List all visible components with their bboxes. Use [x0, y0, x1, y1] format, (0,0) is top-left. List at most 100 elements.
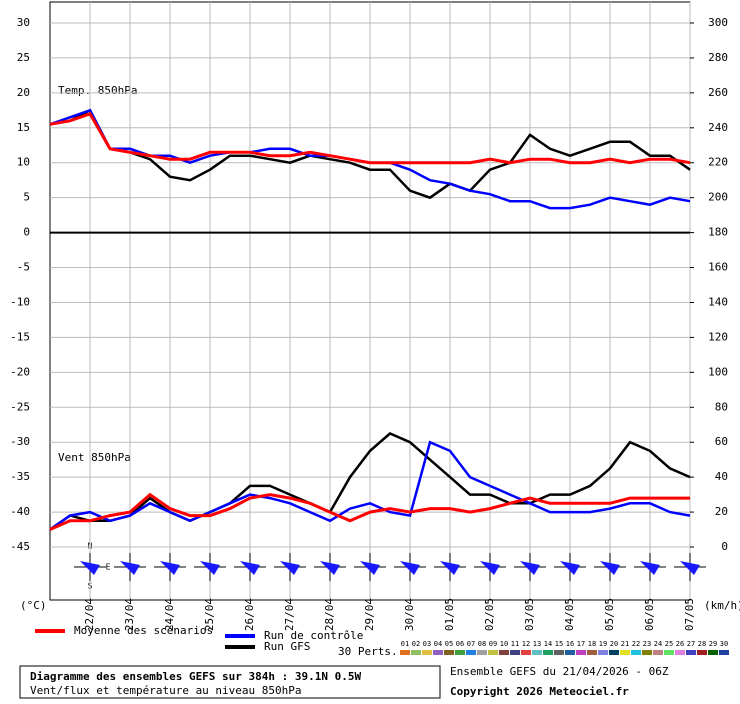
y-tick-label: 5: [23, 191, 30, 204]
y-tick-label: 30: [17, 16, 30, 29]
wind-icon: [160, 561, 180, 575]
wind-icon: [440, 561, 460, 575]
perturbation-label: 01: [401, 640, 409, 648]
y2-tick-label: 100: [708, 365, 728, 378]
wind-icon: [680, 561, 700, 575]
perturbation-label: 19: [599, 640, 607, 648]
perturbation-swatch: [455, 650, 465, 655]
perturbation-swatch: [466, 650, 476, 655]
perturbation-swatch: [543, 650, 553, 655]
wind-icon: [600, 561, 620, 575]
x-tick-label: 05/05: [603, 598, 616, 631]
series-line: [49, 492, 690, 531]
wind-icon: [280, 561, 300, 575]
perturbation-swatch: [631, 650, 641, 655]
compass-label: E: [106, 563, 111, 572]
y2-tick-label: 20: [715, 505, 728, 518]
perturbation-swatch: [664, 650, 674, 655]
legend-label: Run de contrôle: [264, 629, 363, 642]
y-tick-label: 25: [17, 51, 30, 64]
x-tick-label: 22/04: [83, 598, 96, 631]
run-label: Ensemble GEFS du 21/04/2026 - 06Z: [450, 665, 669, 678]
perturbation-label: 28: [698, 640, 706, 648]
y2-axis-label: (km/h): [704, 599, 740, 612]
y2-tick-label: 40: [715, 470, 728, 483]
perturbation-label: 29: [709, 640, 717, 648]
series-line: [49, 440, 691, 531]
perturbation-swatch: [620, 650, 630, 655]
perturbation-swatch: [499, 650, 509, 655]
x-tick-label: 24/04: [163, 598, 176, 631]
wind-icon: [560, 561, 580, 575]
wind-icon: [640, 561, 660, 575]
perturbation-swatch: [609, 650, 619, 655]
perturbation-swatch: [598, 650, 608, 655]
y-tick-label: -30: [10, 435, 30, 448]
y-tick-label: -25: [10, 400, 30, 413]
perturbation-label: 23: [643, 640, 651, 648]
perturbation-label: 08: [478, 640, 486, 648]
perturbation-swatch: [697, 650, 707, 655]
wind-icon: [240, 561, 260, 575]
perturbation-swatch: [554, 650, 564, 655]
x-tick-label: 26/04: [243, 598, 256, 631]
y-tick-label: 10: [17, 156, 30, 169]
series-line: [49, 111, 691, 165]
x-tick-label: 01/05: [443, 598, 456, 631]
x-tick-label: 23/04: [123, 598, 136, 631]
legend-label: Run GFS: [264, 640, 310, 653]
y2-tick-label: 200: [708, 191, 728, 204]
y-tick-label: -10: [10, 295, 30, 308]
perturbation-swatch: [400, 650, 410, 655]
series-line: [49, 108, 691, 200]
y-tick-label: -20: [10, 365, 30, 378]
perturbation-label: 09: [489, 640, 497, 648]
perturbation-label: 03: [423, 640, 431, 648]
wind-icon: [120, 561, 140, 575]
perturbation-swatch: [708, 650, 718, 655]
y-tick-label: -5: [17, 261, 30, 274]
chart-subtitle: Vent/flux et température au niveau 850hP…: [30, 684, 302, 697]
perturbation-label: 18: [588, 640, 596, 648]
perturbation-label: 27: [687, 640, 695, 648]
perturbation-swatch: [675, 650, 685, 655]
perturbation-label: 24: [654, 640, 662, 648]
y2-tick-label: 240: [708, 121, 728, 134]
x-tick-label: 06/05: [643, 598, 656, 631]
perturbation-swatch: [686, 650, 696, 655]
series-line: [49, 432, 691, 531]
y-tick-label: -35: [10, 470, 30, 483]
copyright: Copyright 2026 Meteociel.fr: [450, 685, 629, 698]
x-tick-label: 30/04: [403, 598, 416, 631]
wind-icon: [520, 561, 540, 575]
perturbation-label: 30: [720, 640, 728, 648]
perturbation-swatch: [488, 650, 498, 655]
perturbation-swatch: [521, 650, 531, 655]
y2-tick-label: 120: [708, 330, 728, 343]
wind-icon: [360, 561, 380, 575]
perturbation-swatch: [422, 650, 432, 655]
perturbation-label: 06: [456, 640, 464, 648]
perturbation-label: 15: [555, 640, 563, 648]
perturbation-swatch: [477, 650, 487, 655]
perturbation-label: 14: [544, 640, 552, 648]
wind-icon: [480, 561, 500, 575]
y2-tick-label: 80: [715, 400, 728, 413]
wind-icon: [80, 561, 100, 575]
wind-icon: [320, 561, 340, 575]
legend-label: Moyenne des scénarios: [74, 624, 213, 637]
y2-tick-label: 260: [708, 86, 728, 99]
perturbation-label: 02: [412, 640, 420, 648]
perturbation-label: 13: [533, 640, 541, 648]
perturbation-label: 07: [467, 640, 475, 648]
x-tick-label: 07/05: [683, 598, 696, 631]
perturbation-swatch: [433, 650, 443, 655]
y2-tick-label: 280: [708, 51, 728, 64]
y2-tick-label: 60: [715, 435, 728, 448]
perturbation-label: 04: [434, 640, 442, 648]
perturbation-swatch: [532, 650, 542, 655]
y-axis-label: (°C): [20, 599, 47, 612]
x-tick-label: 29/04: [363, 598, 376, 631]
perturbation-swatch: [642, 650, 652, 655]
